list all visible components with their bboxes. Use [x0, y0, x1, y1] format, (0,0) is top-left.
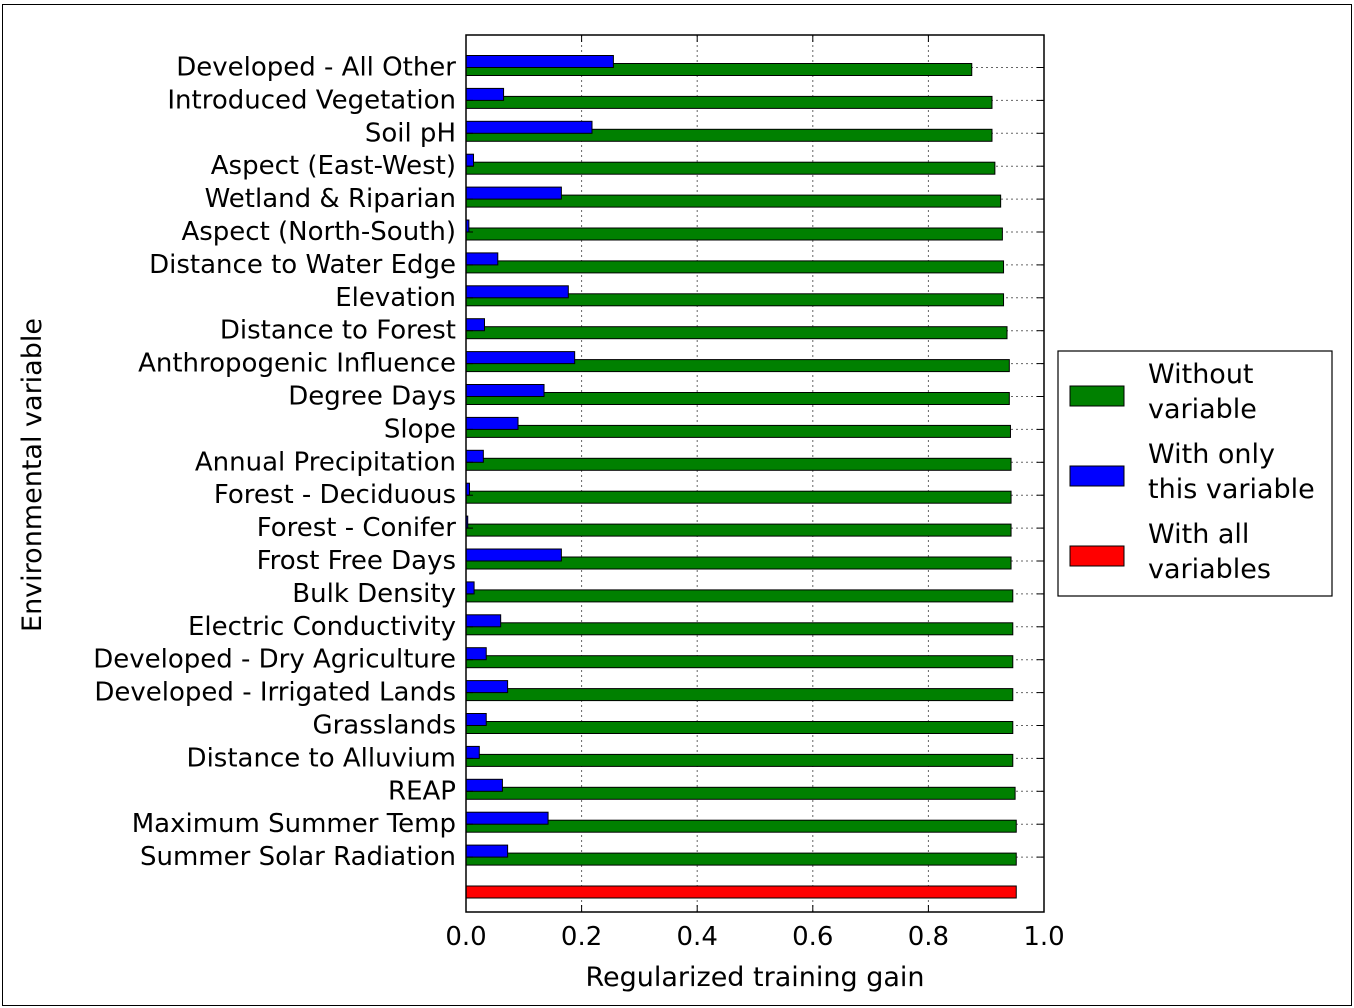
y-tick-label: REAP: [388, 776, 456, 806]
bar-with-only-variable: [465, 55, 614, 68]
bar-with-only-variable: [465, 153, 475, 167]
bar-without-variable: [465, 523, 1012, 537]
y-tick-label: Forest - Conifer: [257, 513, 457, 543]
bar-with-only-variable: [465, 318, 485, 332]
y-tick-label: Electric Conductivity: [188, 612, 456, 642]
bar-with-only-variable: [465, 614, 502, 628]
bar-with-only-variable: [465, 778, 503, 792]
bar-without-variable: [465, 161, 996, 175]
y-tick-label: Developed - All Other: [176, 53, 456, 83]
bar-without-variable: [465, 622, 1014, 636]
bar-without-variable: [465, 227, 1003, 241]
legend-label: With all: [1148, 519, 1249, 550]
y-tick-label: Slope: [384, 414, 456, 444]
y-axis-label: Environmental variable: [17, 318, 48, 632]
bar-with-only-variable: [465, 680, 509, 694]
bar-with-only-variable: [465, 416, 519, 430]
bar-with-only-variable: [465, 844, 509, 858]
bar-with-only-variable: [465, 120, 593, 134]
bar-with-only-variable: [465, 713, 487, 726]
bar-with-all-variables: [465, 885, 1017, 899]
y-tick-label: Maximum Summer Temp: [132, 809, 456, 839]
y-tick-label: Degree Days: [288, 382, 456, 412]
y-tick-label: Wetland & Riparian: [205, 184, 456, 214]
x-tick-label: 0.4: [677, 922, 718, 952]
legend: Without variable With only this variable Wit…: [1057, 350, 1333, 597]
bar-with-only-variable: [465, 384, 545, 397]
y-tick-label: Introduced Vegetation: [167, 85, 456, 115]
bar-with-only-variable: [465, 647, 487, 661]
legend-label: Without: [1148, 359, 1254, 390]
y-tick-label: Aspect (East-West): [211, 151, 456, 181]
y-tick-label: Aspect (North-South): [181, 217, 456, 247]
legend-label: With only: [1148, 439, 1275, 470]
bar-without-variable: [465, 753, 1014, 767]
bar-with-only-variable: [465, 87, 505, 101]
y-tick-label: Bulk Density: [292, 579, 456, 609]
legend-label: this variable: [1148, 474, 1315, 505]
bar-with-only-variable: [465, 252, 499, 266]
bar-without-variable: [465, 688, 1014, 702]
legend-swatch: [1069, 465, 1125, 487]
y-tick-label: Developed - Irrigated Lands: [94, 678, 456, 708]
legend-label: variable: [1148, 394, 1257, 425]
y-tick-label: Annual Precipitation: [195, 447, 456, 477]
x-tick-label: 1.0: [1023, 922, 1064, 952]
bar-with-only-variable: [465, 548, 562, 562]
bar-without-variable: [465, 852, 1017, 866]
bar-without-variable: [465, 326, 1008, 340]
legend-swatch: [1069, 545, 1125, 567]
bar-with-only-variable: [465, 186, 562, 200]
bar-with-only-variable: [465, 449, 484, 463]
x-tick-label: 0.0: [445, 922, 486, 952]
y-tick-label: Grasslands: [312, 711, 456, 741]
x-tick-label: 0.6: [792, 922, 833, 952]
y-tick-label: Soil pH: [365, 118, 456, 148]
bar-with-only-variable: [465, 285, 569, 299]
bar-without-variable: [465, 457, 1012, 471]
y-tick-label: Elevation: [335, 283, 456, 313]
bar-without-variable: [465, 260, 1005, 274]
bar-without-variable: [465, 392, 1010, 405]
x-tick-label: 0.2: [561, 922, 602, 952]
legend-label: variables: [1148, 554, 1271, 585]
y-tick-label: Distance to Alluvium: [187, 743, 456, 773]
y-tick-label: Distance to Forest: [220, 316, 456, 346]
y-tick-label: Forest - Deciduous: [214, 480, 456, 510]
figure-frame: [2, 4, 1352, 1006]
plot-area: [465, 34, 1045, 913]
bar-with-only-variable: [465, 351, 576, 365]
y-tick-label: Frost Free Days: [257, 546, 456, 576]
bar-without-variable: [465, 424, 1011, 438]
x-ticks: 0.0 0.2 0.4 0.6 0.8 1.0: [445, 35, 1065, 952]
bar-without-variable: [465, 655, 1014, 669]
bars: [465, 55, 1017, 899]
bar-with-only-variable: [465, 581, 475, 595]
bar-without-variable: [465, 721, 1014, 734]
bar-with-only-variable: [465, 745, 480, 759]
y-tick-label: Developed - Dry Agriculture: [93, 645, 456, 675]
bar-with-only-variable: [465, 811, 549, 825]
x-tick-label: 0.8: [908, 922, 949, 952]
x-axis-label: Regularized training gain: [585, 962, 924, 993]
y-tick-label: Anthropogenic Influence: [138, 349, 456, 379]
y-tick-label: Distance to Water Edge: [149, 250, 456, 280]
bar-without-variable: [465, 95, 993, 109]
legend-swatch: [1069, 385, 1125, 407]
bar-without-variable: [465, 786, 1016, 800]
y-tick-label: Summer Solar Radiation: [140, 842, 456, 872]
bar-without-variable: [465, 490, 1012, 504]
bar-without-variable: [465, 589, 1014, 603]
